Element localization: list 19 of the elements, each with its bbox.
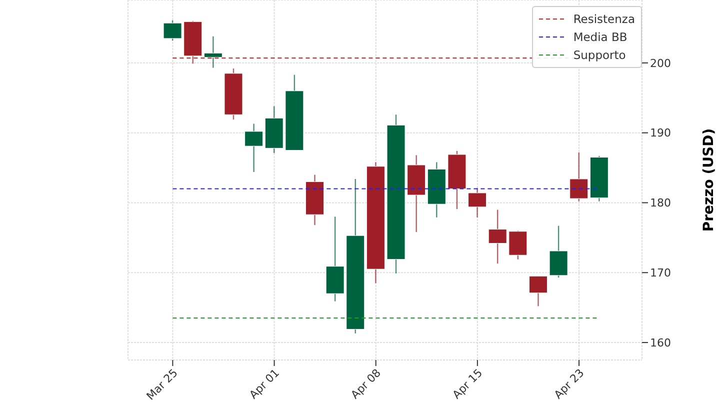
- y-tick-label: 190: [650, 126, 671, 140]
- y-tick-label: 200: [650, 56, 671, 70]
- x-tick-label: Apr 15: [450, 366, 486, 402]
- x-tick-label: Mar 25: [144, 366, 180, 403]
- candlestick: [244, 123, 264, 173]
- candlestick: [468, 187, 487, 218]
- legend-label: Media BB: [573, 30, 628, 44]
- x-tick-label: Apr 08: [348, 366, 384, 402]
- y-tick-label: 160: [650, 336, 671, 350]
- x-tick-label: Apr 01: [246, 366, 282, 402]
- legend-label: Supporto: [573, 48, 626, 62]
- candlestick: [204, 36, 222, 68]
- candlestick: [570, 152, 588, 202]
- y-tick-label: 180: [650, 196, 671, 210]
- y-axis-title: Prezzo (USD): [700, 128, 717, 232]
- legend-label: Resistenza: [573, 12, 635, 26]
- candlestick: [528, 276, 548, 307]
- y-tick-label: 170: [650, 266, 671, 280]
- x-tick-label: Apr 23: [552, 366, 587, 402]
